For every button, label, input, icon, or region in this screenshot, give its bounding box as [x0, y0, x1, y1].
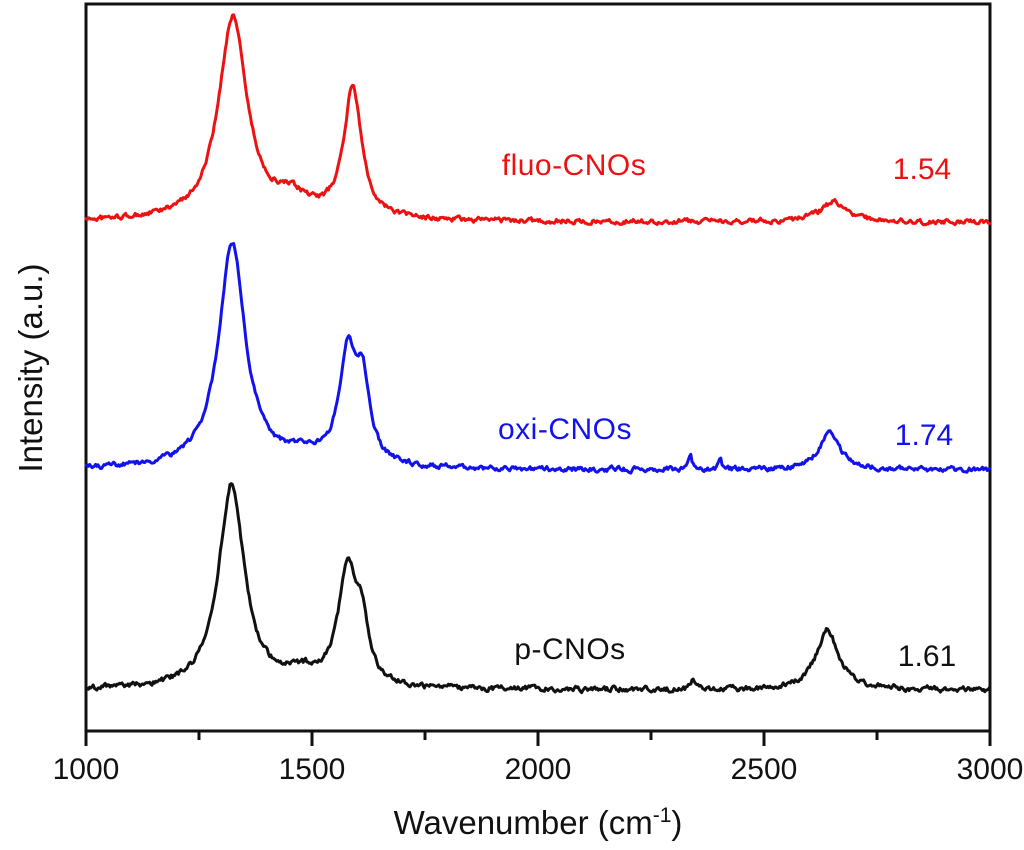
x-tick-label-3000: 3000 — [957, 753, 1024, 786]
series-label-oxi-cnos: oxi-CNOs — [497, 413, 633, 446]
spectrum-curve-oxi-CNOs — [84, 242, 992, 475]
x-tick-label-1500: 1500 — [279, 753, 346, 786]
series-label-p-cnos: p-CNOs — [514, 633, 626, 666]
x-axis-title-close: ) — [671, 804, 683, 841]
x-tick-label-2000: 2000 — [505, 753, 572, 786]
ratio-value-p-cnos: 1.61 — [897, 640, 957, 673]
spectrum-curve-p-CNOs — [84, 482, 992, 695]
x-axis-title-text: Wavenumber (cm — [393, 804, 653, 841]
x-tick-label-2500: 2500 — [731, 753, 798, 786]
x-axis-title-superscript: -1 — [652, 804, 672, 827]
ratio-value-fluo-cnos: 1.54 — [892, 153, 952, 186]
ratio-value-oxi-cnos: 1.74 — [894, 419, 954, 452]
series-label-fluo-cnos: fluo-CNOs — [501, 149, 647, 182]
spectrum-curve-fluo-CNOs — [84, 13, 992, 227]
x-axis-title: Wavenumber (cm-1) — [394, 804, 683, 842]
x-tick-label-1000: 1000 — [53, 753, 120, 786]
y-axis-title: Intensity (a.u.) — [12, 263, 49, 473]
